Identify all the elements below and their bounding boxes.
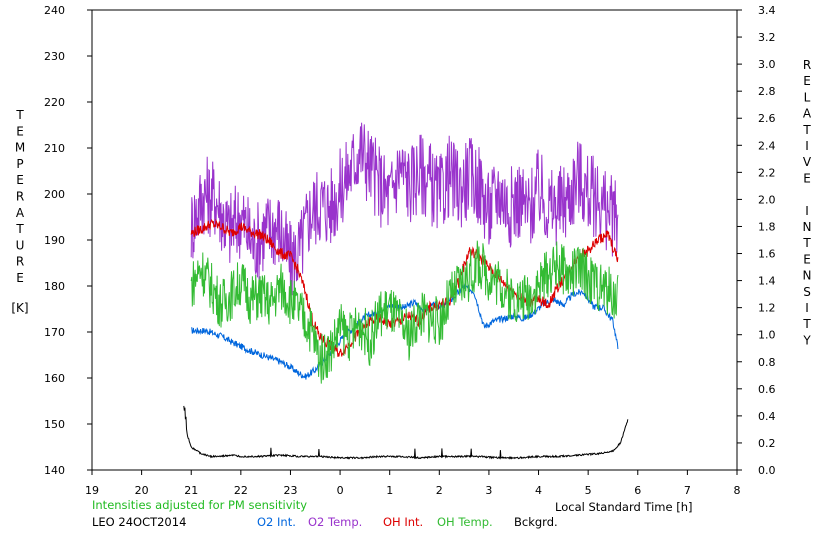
x-tick-label: 2 (436, 484, 443, 497)
series-line (191, 283, 619, 380)
left-tick-label: 150 (44, 418, 65, 431)
right-tick-label: 0.6 (758, 383, 776, 396)
left-axis-unit: [K] (11, 301, 28, 315)
series-line (183, 405, 629, 460)
x-tick-label: 0 (337, 484, 344, 497)
left-tick-label: 190 (44, 234, 65, 247)
right-axis-title-letter: R (803, 58, 811, 72)
right-axis-title-letter: T (802, 123, 811, 137)
legend-entry: O2 Int. (257, 515, 296, 529)
x-tick-label: 22 (234, 484, 248, 497)
legend-entry: OH Int. (383, 515, 423, 529)
right-tick-label: 3.2 (758, 31, 776, 44)
right-tick-label: 0.2 (758, 437, 776, 450)
left-axis-title-letter: R (16, 190, 24, 204)
right-axis-title-letter: E (803, 74, 811, 88)
right-axis-title-letter: E (803, 171, 811, 185)
series-group (183, 122, 629, 460)
plot-area (91, 9, 738, 471)
left-axis-title-letter: E (16, 173, 24, 187)
right-axis-title-letter: T (802, 236, 811, 250)
left-axis-title-letter: T (15, 108, 24, 122)
right-axis-title-letter: A (803, 107, 812, 121)
x-tick-label: 21 (184, 484, 198, 497)
right-tick-label: 3.0 (758, 58, 776, 71)
right-axis-title-letter: V (803, 155, 812, 169)
right-tick-label: 1.4 (758, 275, 776, 288)
x-axis: 19 20 21 22 23 0 1 2 3 4 5 6 7 8 (85, 470, 741, 497)
x-tick-label: 8 (734, 484, 741, 497)
right-tick-label: 3.4 (758, 4, 776, 17)
left-tick-label: 140 (44, 464, 65, 477)
left-tick-label: 240 (44, 4, 65, 17)
left-axis-title-letter: M (15, 141, 25, 155)
left-axis-title-letter: E (16, 124, 24, 138)
right-tick-label: 0.4 (758, 410, 776, 423)
left-axis-title-letter: U (16, 238, 25, 252)
left-tick-label: 160 (44, 372, 65, 385)
x-tick-label: 4 (535, 484, 542, 497)
right-tick-label: 1.2 (758, 302, 776, 315)
left-axis-title-letter: R (16, 255, 24, 269)
x-tick-label: 19 (85, 484, 99, 497)
note: Intensities adjusted for PM sensitivity (92, 498, 307, 512)
right-axis-title-letter: L (804, 90, 811, 104)
left-tick-label: 200 (44, 188, 65, 201)
left-axis-title-letter: A (16, 206, 25, 220)
left-axis-title-letter: P (16, 157, 23, 171)
x-tick-label: 20 (135, 484, 149, 497)
right-axis-title-letter: Y (802, 333, 811, 347)
right-axis-title-letter: S (803, 285, 811, 299)
left-tick-label: 170 (44, 326, 65, 339)
right-axis-title-letter: N (803, 220, 812, 234)
station-label: LEO 24OCT2014 (92, 515, 186, 529)
right-axis-title-letter: T (802, 317, 811, 331)
x-tick-label: 3 (485, 484, 492, 497)
right-tick-label: 1.8 (758, 220, 776, 233)
right-tick-label: 0.8 (758, 356, 776, 369)
right-tick-label: 0.0 (758, 464, 776, 477)
series-line (190, 218, 619, 357)
left-tick-label: 210 (44, 142, 65, 155)
right-tick-label: 2.2 (758, 166, 776, 179)
left-axis-title-letter: E (16, 271, 24, 285)
x-axis-label: Local Standard Time [h] (555, 500, 693, 514)
left-tick-label: 180 (44, 280, 65, 293)
legend-entry: OH Temp. (437, 515, 493, 529)
left-axis-title-letter: T (15, 222, 24, 236)
series-line (190, 240, 619, 384)
legend-entry: Bckgrd. (514, 515, 558, 529)
x-tick-label: 6 (634, 484, 641, 497)
left-axis: 140 150 160 170 180 190 200 210 220 230 240 (44, 4, 92, 477)
legend: O2 Int. O2 Temp. OH Int. OH Temp. Bckgrd. (257, 515, 558, 529)
legend-entry: O2 Temp. (308, 515, 362, 529)
right-tick-label: 2.8 (758, 85, 776, 98)
right-tick-label: 2.0 (758, 193, 776, 206)
right-axis-title-letter: I (805, 139, 809, 153)
right-tick-label: 2.4 (758, 139, 776, 152)
left-tick-label: 230 (44, 50, 65, 63)
right-axis-title-letter: I (805, 204, 809, 218)
x-tick-label: 5 (585, 484, 592, 497)
right-tick-label: 1.0 (758, 329, 776, 342)
right-axis-title-letter: I (805, 301, 809, 315)
x-tick-label: 23 (283, 484, 297, 497)
right-axis-title-letter: E (803, 252, 811, 266)
x-tick-label: 1 (386, 484, 393, 497)
series-line (190, 122, 619, 296)
right-tick-label: 2.6 (758, 112, 776, 125)
right-axis: 0.0 0.2 0.4 0.6 0.8 1.0 1.2 1.4 1.6 1.8 2.0 2.2 2.4 2… (737, 4, 776, 477)
right-tick-label: 1.6 (758, 248, 776, 261)
x-tick-label: 7 (684, 484, 691, 497)
left-tick-label: 220 (44, 96, 65, 109)
right-axis-title-letter: N (803, 269, 812, 283)
